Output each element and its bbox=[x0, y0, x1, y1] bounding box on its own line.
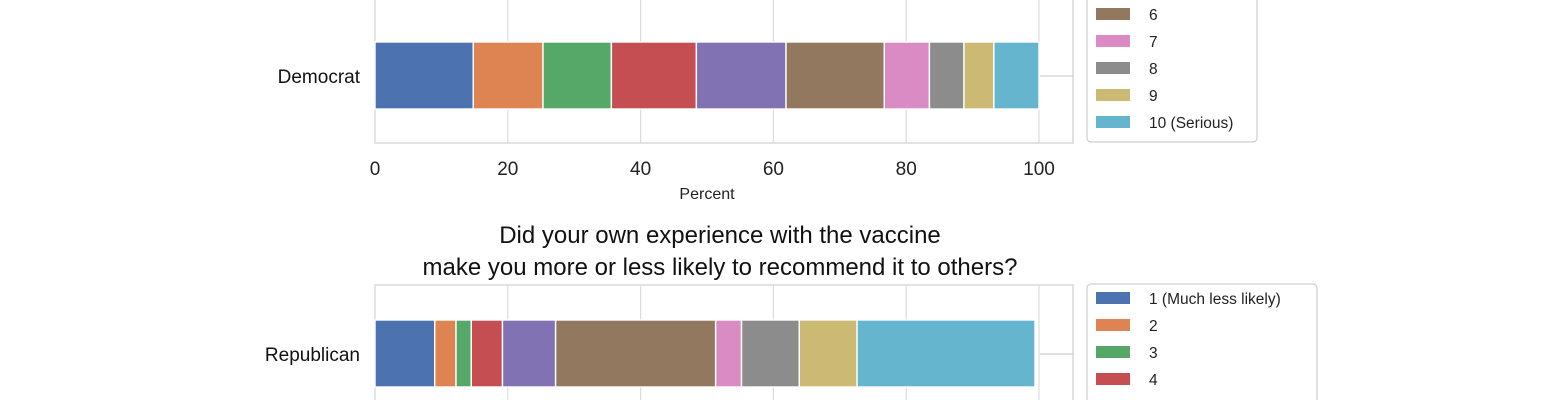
bar-segment-4 bbox=[470, 319, 504, 388]
x-tick-label: 40 bbox=[630, 159, 651, 180]
legend-swatch bbox=[1096, 319, 1130, 331]
legend: 1 (Much less likely)2345 bbox=[1086, 283, 1318, 400]
legend-entry: 7 bbox=[1149, 34, 1158, 51]
bar-segment-6 bbox=[785, 41, 885, 110]
bar-segment-10 bbox=[856, 319, 1036, 388]
bar-segment-9 bbox=[798, 319, 858, 388]
legend-swatch bbox=[1096, 373, 1130, 385]
legend-swatch bbox=[1096, 8, 1130, 20]
bar-segment-7 bbox=[714, 319, 743, 388]
legend: 6 7 8 9 10 (Serious) bbox=[1086, 0, 1258, 143]
category-label: Republican bbox=[265, 345, 360, 366]
legend-entry: 4 bbox=[1149, 372, 1158, 389]
x-tick-label: 100 bbox=[1023, 159, 1055, 180]
bar-segment-2 bbox=[434, 319, 457, 388]
legend-swatch bbox=[1096, 346, 1130, 358]
legend-entry: 3 bbox=[1149, 345, 1158, 362]
chart-title-line-2: make you more or less likely to recommen… bbox=[423, 254, 1018, 281]
bar-segment-10 bbox=[993, 41, 1040, 110]
bar-segment-4 bbox=[610, 41, 698, 110]
bar-segment-8 bbox=[928, 41, 965, 110]
chart-panel-2: Did your own experience with the vaccine… bbox=[265, 222, 1318, 400]
legend-entry: 6 bbox=[1149, 7, 1158, 24]
legend-entry: 10 (Serious) bbox=[1149, 115, 1233, 132]
bar-segment-3 bbox=[455, 319, 472, 388]
bar-segment-9 bbox=[963, 41, 995, 110]
legend-swatch bbox=[1096, 89, 1130, 101]
bar-segment-1 bbox=[374, 41, 474, 110]
legend-swatch bbox=[1096, 62, 1130, 74]
legend-entry: 9 bbox=[1149, 88, 1158, 105]
bar-segment-6 bbox=[554, 319, 717, 388]
legend-swatch bbox=[1096, 292, 1130, 304]
bar-segment-8 bbox=[740, 319, 800, 388]
x-tick-label: 0 bbox=[370, 159, 381, 180]
legend-entry: 2 bbox=[1149, 318, 1158, 335]
category-label: Democrat bbox=[278, 67, 361, 88]
bar-segment-5 bbox=[695, 41, 787, 110]
chart-title-line-1: Did your own experience with the vaccine bbox=[499, 222, 941, 249]
bar-segment-1 bbox=[374, 319, 436, 388]
legend-box bbox=[1086, 283, 1318, 400]
legend-swatch bbox=[1096, 35, 1130, 47]
x-tick-label: 80 bbox=[896, 159, 917, 180]
legend-entry: 1 (Much less likely) bbox=[1149, 291, 1281, 308]
x-axis-label: Percent bbox=[679, 186, 735, 203]
chart-panel-1: Democrat 0 20 40 60 80 100 Percent 6 7 8 9 10 (Serio… bbox=[278, 0, 1258, 203]
x-tick-label: 60 bbox=[763, 159, 784, 180]
legend-swatch bbox=[1096, 116, 1130, 128]
x-tick-label: 20 bbox=[497, 159, 518, 180]
bar-segment-5 bbox=[501, 319, 557, 388]
legend-entry: 8 bbox=[1149, 61, 1158, 78]
bar-segment-7 bbox=[883, 41, 931, 110]
bar-segment-2 bbox=[472, 41, 544, 110]
bar-segment-3 bbox=[542, 41, 613, 110]
